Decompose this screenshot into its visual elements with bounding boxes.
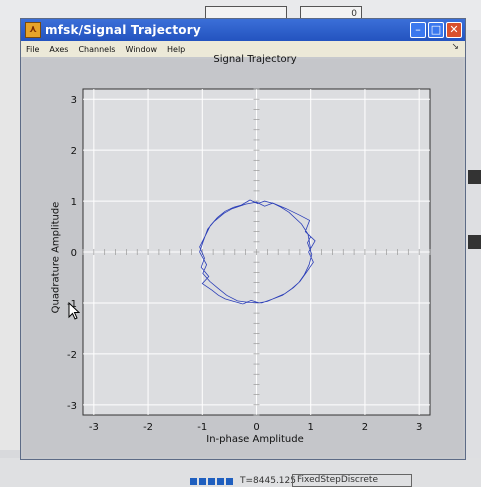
trajectory-line [199, 199, 316, 305]
y-tick-label: 0 [71, 248, 77, 259]
menu-window[interactable]: Window [125, 44, 158, 54]
dock-arrow-icon[interactable]: ↘ [451, 42, 459, 52]
x-tick-label: 0 [253, 422, 259, 433]
x-tick-label: -3 [89, 422, 99, 433]
menu-axes[interactable]: Axes [49, 44, 69, 54]
mouse-cursor-icon [68, 302, 80, 320]
window-title: mfsk/Signal Trajectory [45, 23, 201, 37]
y-tick-label: -1 [67, 299, 77, 310]
window-titlebar[interactable]: ⋏ mfsk/Signal Trajectory – □ ✕ [21, 19, 465, 41]
close-icon[interactable]: ✕ [446, 22, 462, 38]
y-tick-label: 3 [71, 95, 77, 106]
x-tick-label: -2 [143, 422, 153, 433]
menu-file[interactable]: File [26, 44, 40, 54]
background-port-marker [468, 235, 481, 249]
plot-tick-labels: -3 -2 -1 0 1 2 3 3 2 1 0 -1 -2 -3 [67, 95, 422, 433]
menu-channels[interactable]: Channels [78, 44, 116, 54]
y-tick-label: -2 [67, 350, 77, 361]
y-tick-label: -3 [67, 401, 77, 412]
maximize-icon[interactable]: □ [428, 22, 444, 38]
y-tick-label: 1 [71, 197, 77, 208]
trajectory-trace [199, 199, 316, 305]
x-tick-label: 3 [416, 422, 422, 433]
menu-bar: File Axes Channels Window Help ↘ [21, 41, 465, 57]
x-axis-label: In-phase Amplitude [206, 434, 304, 445]
status-time: T=8445.125 [240, 476, 296, 486]
x-tick-label: -1 [197, 422, 207, 433]
x-tick-label: 1 [308, 422, 314, 433]
background-display-value: 0 [351, 9, 357, 19]
progress-indicator [190, 478, 233, 485]
minimize-icon[interactable]: – [410, 22, 426, 38]
background-port-marker [468, 170, 481, 184]
x-tick-label: 2 [362, 422, 368, 433]
simulink-status-bar [0, 458, 481, 487]
plot-title: Signal Trajectory [213, 54, 297, 65]
matlab-icon: ⋏ [25, 22, 41, 38]
background-left-panel [0, 30, 22, 450]
plot-center-ticks [82, 88, 431, 416]
y-tick-label: 2 [71, 146, 77, 157]
menu-help[interactable]: Help [167, 44, 186, 54]
